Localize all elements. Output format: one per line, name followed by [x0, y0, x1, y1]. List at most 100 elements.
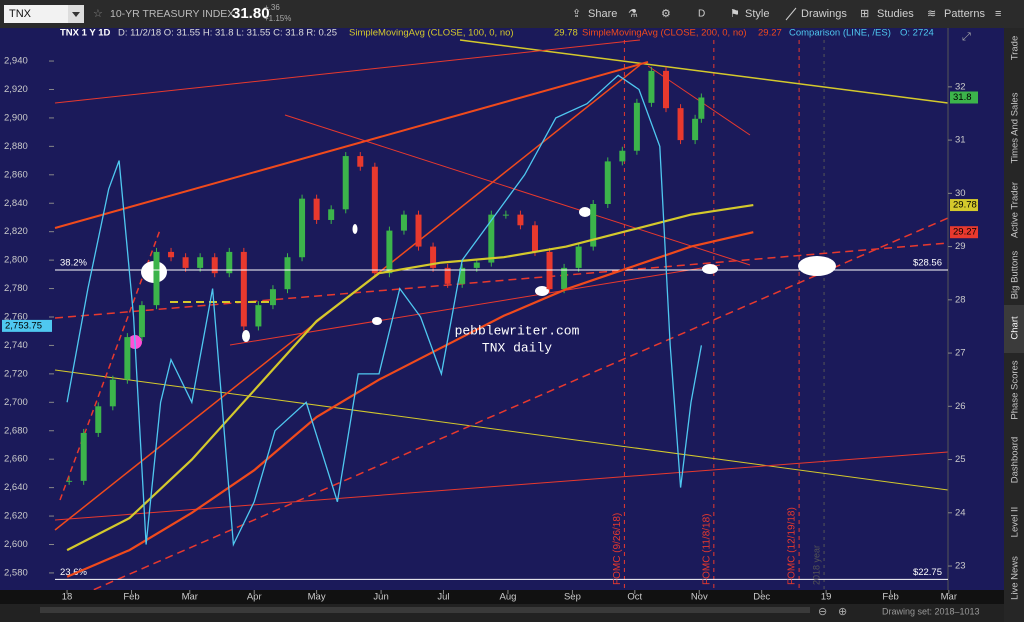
candle	[488, 214, 495, 263]
drawings-icon	[785, 7, 797, 21]
star-icon[interactable]: ☆	[93, 8, 103, 20]
y2-tick-label: 27	[955, 348, 966, 359]
marker	[242, 330, 250, 342]
button[interactable]: Style	[745, 8, 769, 20]
header-sma200-value: 29.27	[758, 28, 782, 39]
x-tick-label: Feb	[882, 592, 898, 603]
trendline	[54, 369, 949, 491]
button[interactable]: Share	[588, 8, 617, 20]
candle	[459, 267, 466, 284]
fib-name: 23.6%	[60, 567, 87, 578]
button[interactable]: D	[698, 9, 705, 20]
series-line	[66, 204, 754, 552]
x-tick-label: Apr	[247, 592, 262, 603]
candle	[342, 156, 349, 210]
scroll-thumb[interactable]	[40, 607, 810, 613]
event-label: FOMC (11/8/18)	[701, 514, 712, 586]
y-tick-label: 2,720	[4, 368, 28, 379]
y-tick-label: 2,940	[4, 56, 28, 67]
trendline	[54, 39, 641, 104]
y-tick-label: 2,640	[4, 482, 28, 493]
candle	[415, 214, 422, 247]
header-symbol: TNX 1 Y 1D	[60, 28, 110, 39]
expand-icon[interactable]: ⤢	[962, 31, 971, 43]
price-badge	[2, 319, 52, 332]
button[interactable]: Studies	[877, 8, 914, 20]
candle	[255, 305, 262, 327]
candle	[663, 70, 669, 109]
y-tick-label: 2,580	[4, 567, 28, 578]
candle	[590, 203, 597, 247]
change: +.36	[264, 3, 280, 12]
button[interactable]: Drawings	[801, 8, 847, 20]
candle	[386, 230, 393, 274]
price-badge-label: 31.8	[953, 92, 972, 103]
candle	[400, 214, 407, 231]
last-price: 31.80	[232, 5, 270, 22]
y2-tick-label: 30	[955, 188, 966, 199]
y2-tick-label: 26	[955, 401, 966, 412]
share-icon: ⇪	[572, 8, 581, 20]
candle	[648, 70, 655, 103]
candle	[95, 406, 102, 433]
candle	[575, 246, 582, 268]
y2-tick-label: 31	[955, 135, 966, 146]
button[interactable]: Patterns	[944, 8, 985, 20]
x-tick-label: Oct	[627, 592, 642, 603]
candle	[313, 198, 320, 220]
fib-value: $22.75	[913, 567, 942, 578]
y-tick-label: 2,820	[4, 226, 28, 237]
change-pct: +1.15%	[264, 14, 291, 23]
y-tick-label: 2,920	[4, 84, 28, 95]
gear-icon[interactable]: ⚙	[661, 8, 671, 20]
zoom-in[interactable]: ⊕	[838, 606, 847, 618]
candle	[473, 262, 480, 268]
y2-tick-label: 25	[955, 454, 966, 465]
candle	[226, 251, 233, 274]
marker	[372, 317, 382, 325]
candle	[109, 379, 116, 407]
candle	[124, 337, 131, 380]
zoom-out[interactable]: ⊖	[818, 606, 827, 618]
header-comparison: Comparison (LINE, /ES)	[789, 28, 891, 39]
candle	[328, 209, 335, 220]
menu-icon[interactable]: ≡	[995, 8, 1001, 20]
sidebar-tab[interactable]: Big Buttons	[1010, 250, 1021, 299]
candle	[677, 108, 684, 141]
sidebar-tab[interactable]: Level II	[1010, 507, 1021, 538]
marker	[535, 286, 549, 296]
x-tick-label: Mar	[941, 592, 957, 603]
sidebar-tab[interactable]: Phase Scores	[1010, 360, 1021, 419]
y-tick-label: 2,700	[4, 397, 28, 408]
flask-icon[interactable]: ⚗	[628, 8, 638, 20]
chart-header: TNX 1 Y 1D D: 11/2/18 O: 31.55 H: 31.8 L…	[60, 28, 934, 39]
sidebar-tab[interactable]: Live News	[1010, 556, 1021, 600]
sidebar-tab[interactable]: Chart	[1010, 316, 1021, 340]
series-line	[66, 231, 754, 578]
candle	[211, 257, 218, 274]
x-tick-label: 18	[62, 592, 73, 603]
studies-icon: ⊞	[860, 8, 869, 20]
trendline	[59, 229, 161, 501]
symbol-field[interactable]	[4, 5, 84, 23]
candle	[604, 161, 611, 204]
candle	[430, 246, 437, 268]
marker	[798, 256, 836, 276]
sidebar-tab[interactable]: Active Trader	[1010, 182, 1021, 238]
y-tick-label: 2,660	[4, 454, 28, 465]
description: 10-YR TREASURY INDEX	[110, 8, 234, 20]
sidebar-tab[interactable]: Trade	[1010, 36, 1021, 60]
sidebar-tab[interactable]: Dashboard	[1010, 437, 1021, 483]
series-line	[66, 74, 703, 547]
trendline	[284, 114, 751, 266]
trendline	[229, 264, 721, 346]
trendline	[54, 451, 949, 521]
x-tick-label: Jun	[373, 592, 388, 603]
x-axis	[0, 590, 1004, 604]
sidebar-tab[interactable]: Times And Sales	[1010, 92, 1021, 163]
event-label: FOMC (12/19/18)	[787, 507, 798, 585]
candle	[561, 267, 568, 290]
y-tick-label: 2,800	[4, 255, 28, 266]
candle	[284, 257, 291, 290]
